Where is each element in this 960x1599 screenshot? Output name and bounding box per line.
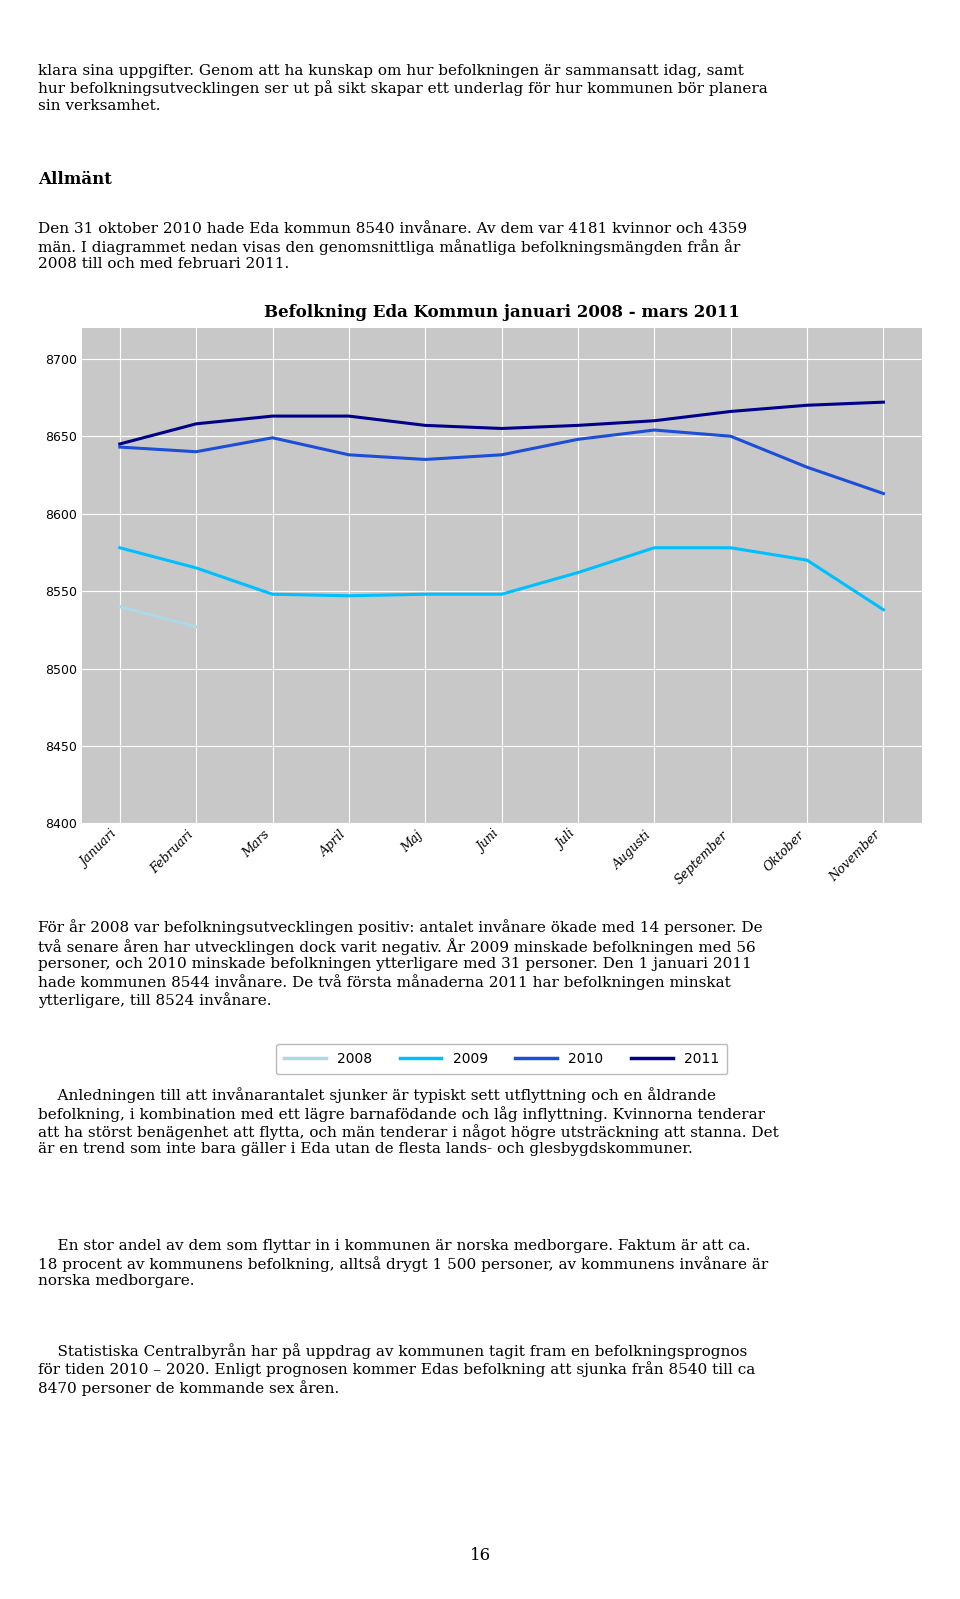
Text: Allmänt: Allmänt bbox=[38, 171, 112, 189]
Text: Statistiska Centralbyrån har på uppdrag av kommunen tagit fram en befolkningspro: Statistiska Centralbyrån har på uppdrag … bbox=[38, 1343, 756, 1396]
Text: klara sina uppgifter. Genom att ha kunskap om hur befolkningen är sammansatt ida: klara sina uppgifter. Genom att ha kunsk… bbox=[38, 64, 768, 112]
Title: Befolkning Eda Kommun januari 2008 - mars 2011: Befolkning Eda Kommun januari 2008 - mar… bbox=[264, 304, 739, 321]
Text: Anledningen till att invånarantalet sjunker är typiskt sett utflyttning och en å: Anledningen till att invånarantalet sjun… bbox=[38, 1087, 780, 1156]
Text: Den 31 oktober 2010 hade Eda kommun 8540 invånare. Av dem var 4181 kvinnor och 4: Den 31 oktober 2010 hade Eda kommun 8540… bbox=[38, 222, 748, 270]
Legend: 2008, 2009, 2010, 2011: 2008, 2009, 2010, 2011 bbox=[276, 1044, 728, 1075]
Text: En stor andel av dem som flyttar in i kommunen är norska medborgare. Faktum är a: En stor andel av dem som flyttar in i ko… bbox=[38, 1239, 769, 1287]
Text: 16: 16 bbox=[469, 1546, 491, 1564]
Text: För år 2008 var befolkningsutvecklingen positiv: antalet invånare ökade med 14 p: För år 2008 var befolkningsutvecklingen … bbox=[38, 919, 763, 1007]
